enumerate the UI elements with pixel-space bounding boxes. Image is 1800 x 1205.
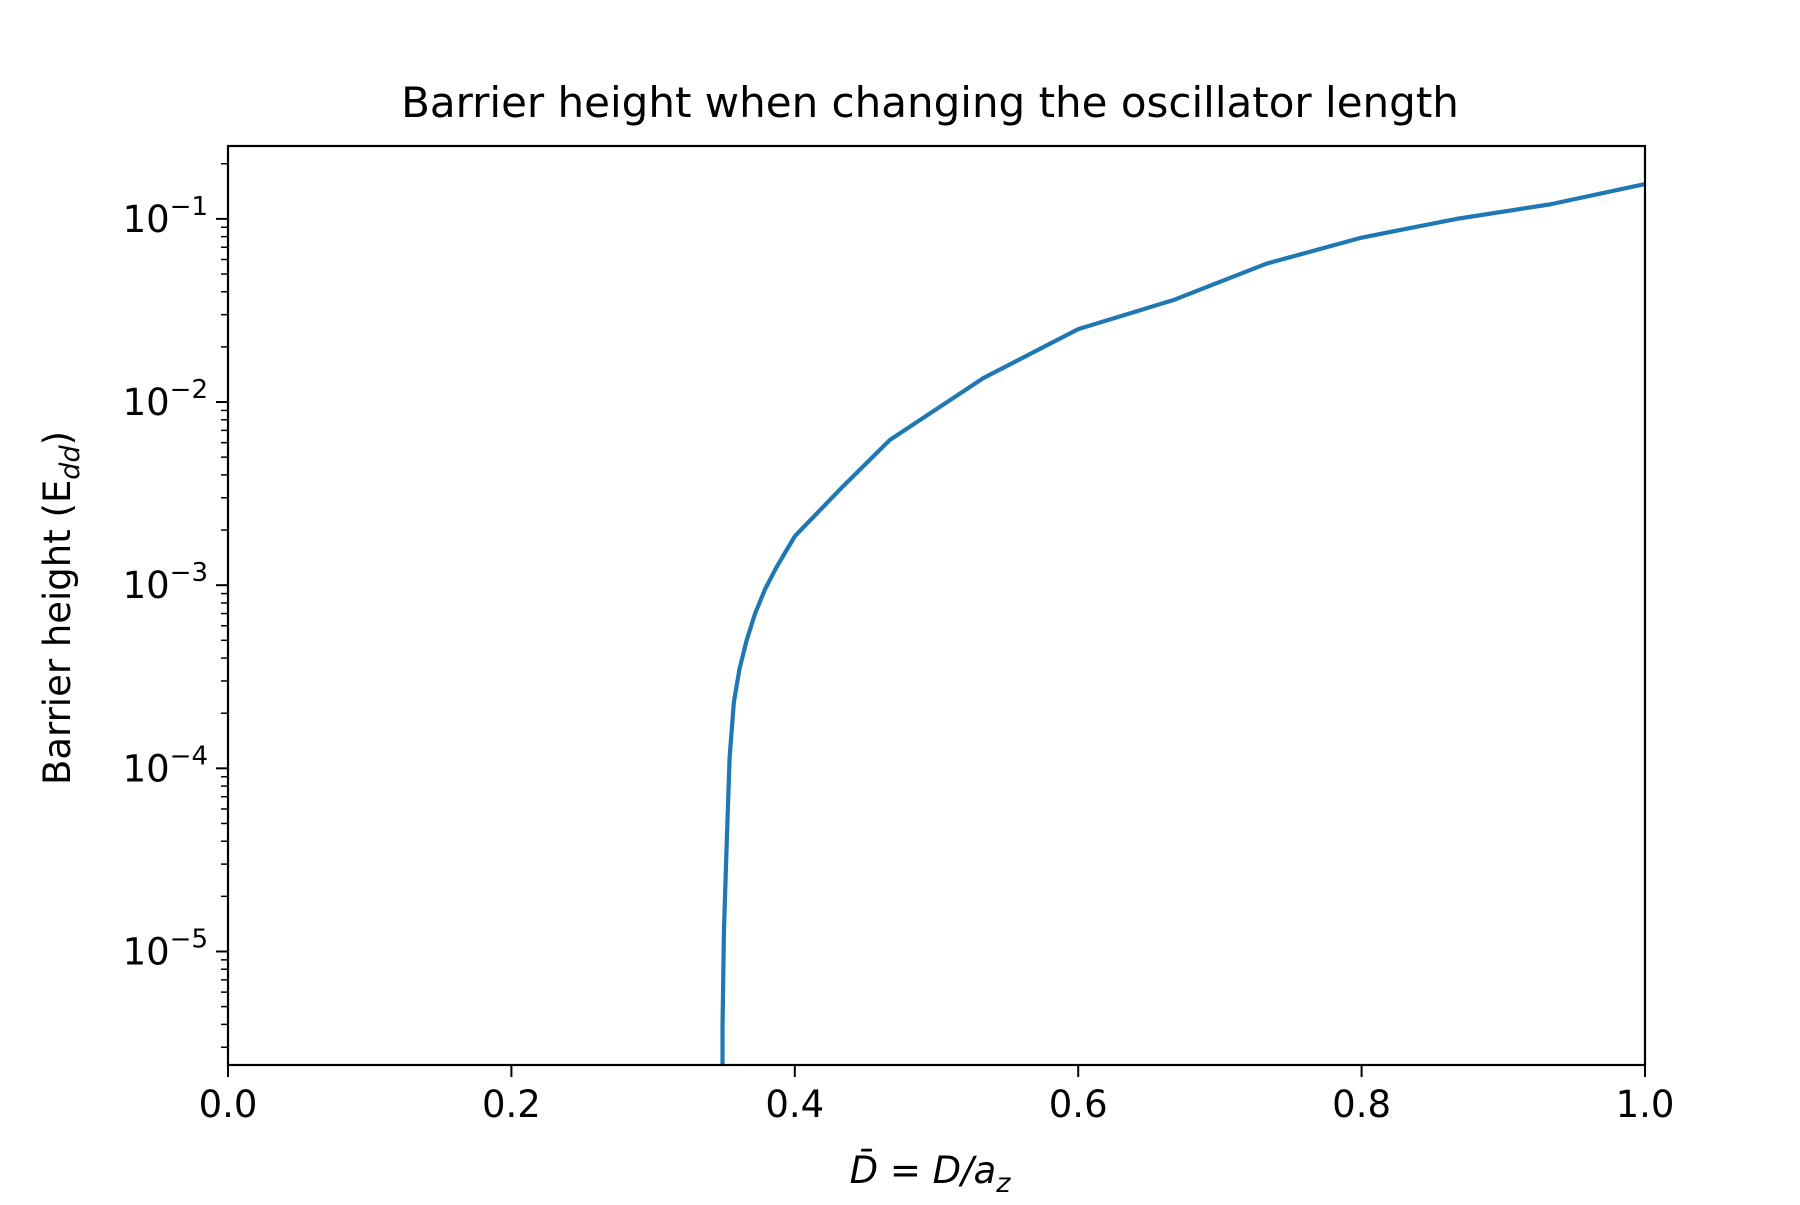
y-tick-label: 10−1	[123, 192, 208, 241]
x-tick-label: 0.8	[1332, 1083, 1391, 1126]
y-tick-label: 10−3	[123, 558, 208, 607]
series-layer	[720, 181, 1646, 1065]
y-axis-ticks: 10−5 10−4 10−3 10−2 10−1	[123, 162, 228, 1049]
x-axis-label: D̄ = D/az	[850, 1148, 1012, 1199]
y-tick-label: 10−5	[123, 924, 208, 973]
series-line	[720, 181, 1646, 1065]
chart-title: Barrier height when changing the oscilla…	[401, 78, 1459, 127]
x-tick-label: 0.4	[765, 1083, 824, 1126]
y-tick-label: 10−2	[123, 375, 208, 424]
x-tick-label: 0.2	[482, 1083, 541, 1126]
y-axis-label: Barrier height (Edd)	[36, 431, 86, 785]
x-tick-label: 0.0	[199, 1083, 258, 1126]
x-tick-label: 0.6	[1049, 1083, 1108, 1126]
axes-frame	[226, 144, 1647, 1067]
x-axis-ticks: 0.0 0.2 0.4 0.6 0.8 1.0	[199, 1065, 1675, 1126]
y-tick-label: 10−4	[123, 741, 208, 790]
x-tick-label: 1.0	[1616, 1083, 1675, 1126]
